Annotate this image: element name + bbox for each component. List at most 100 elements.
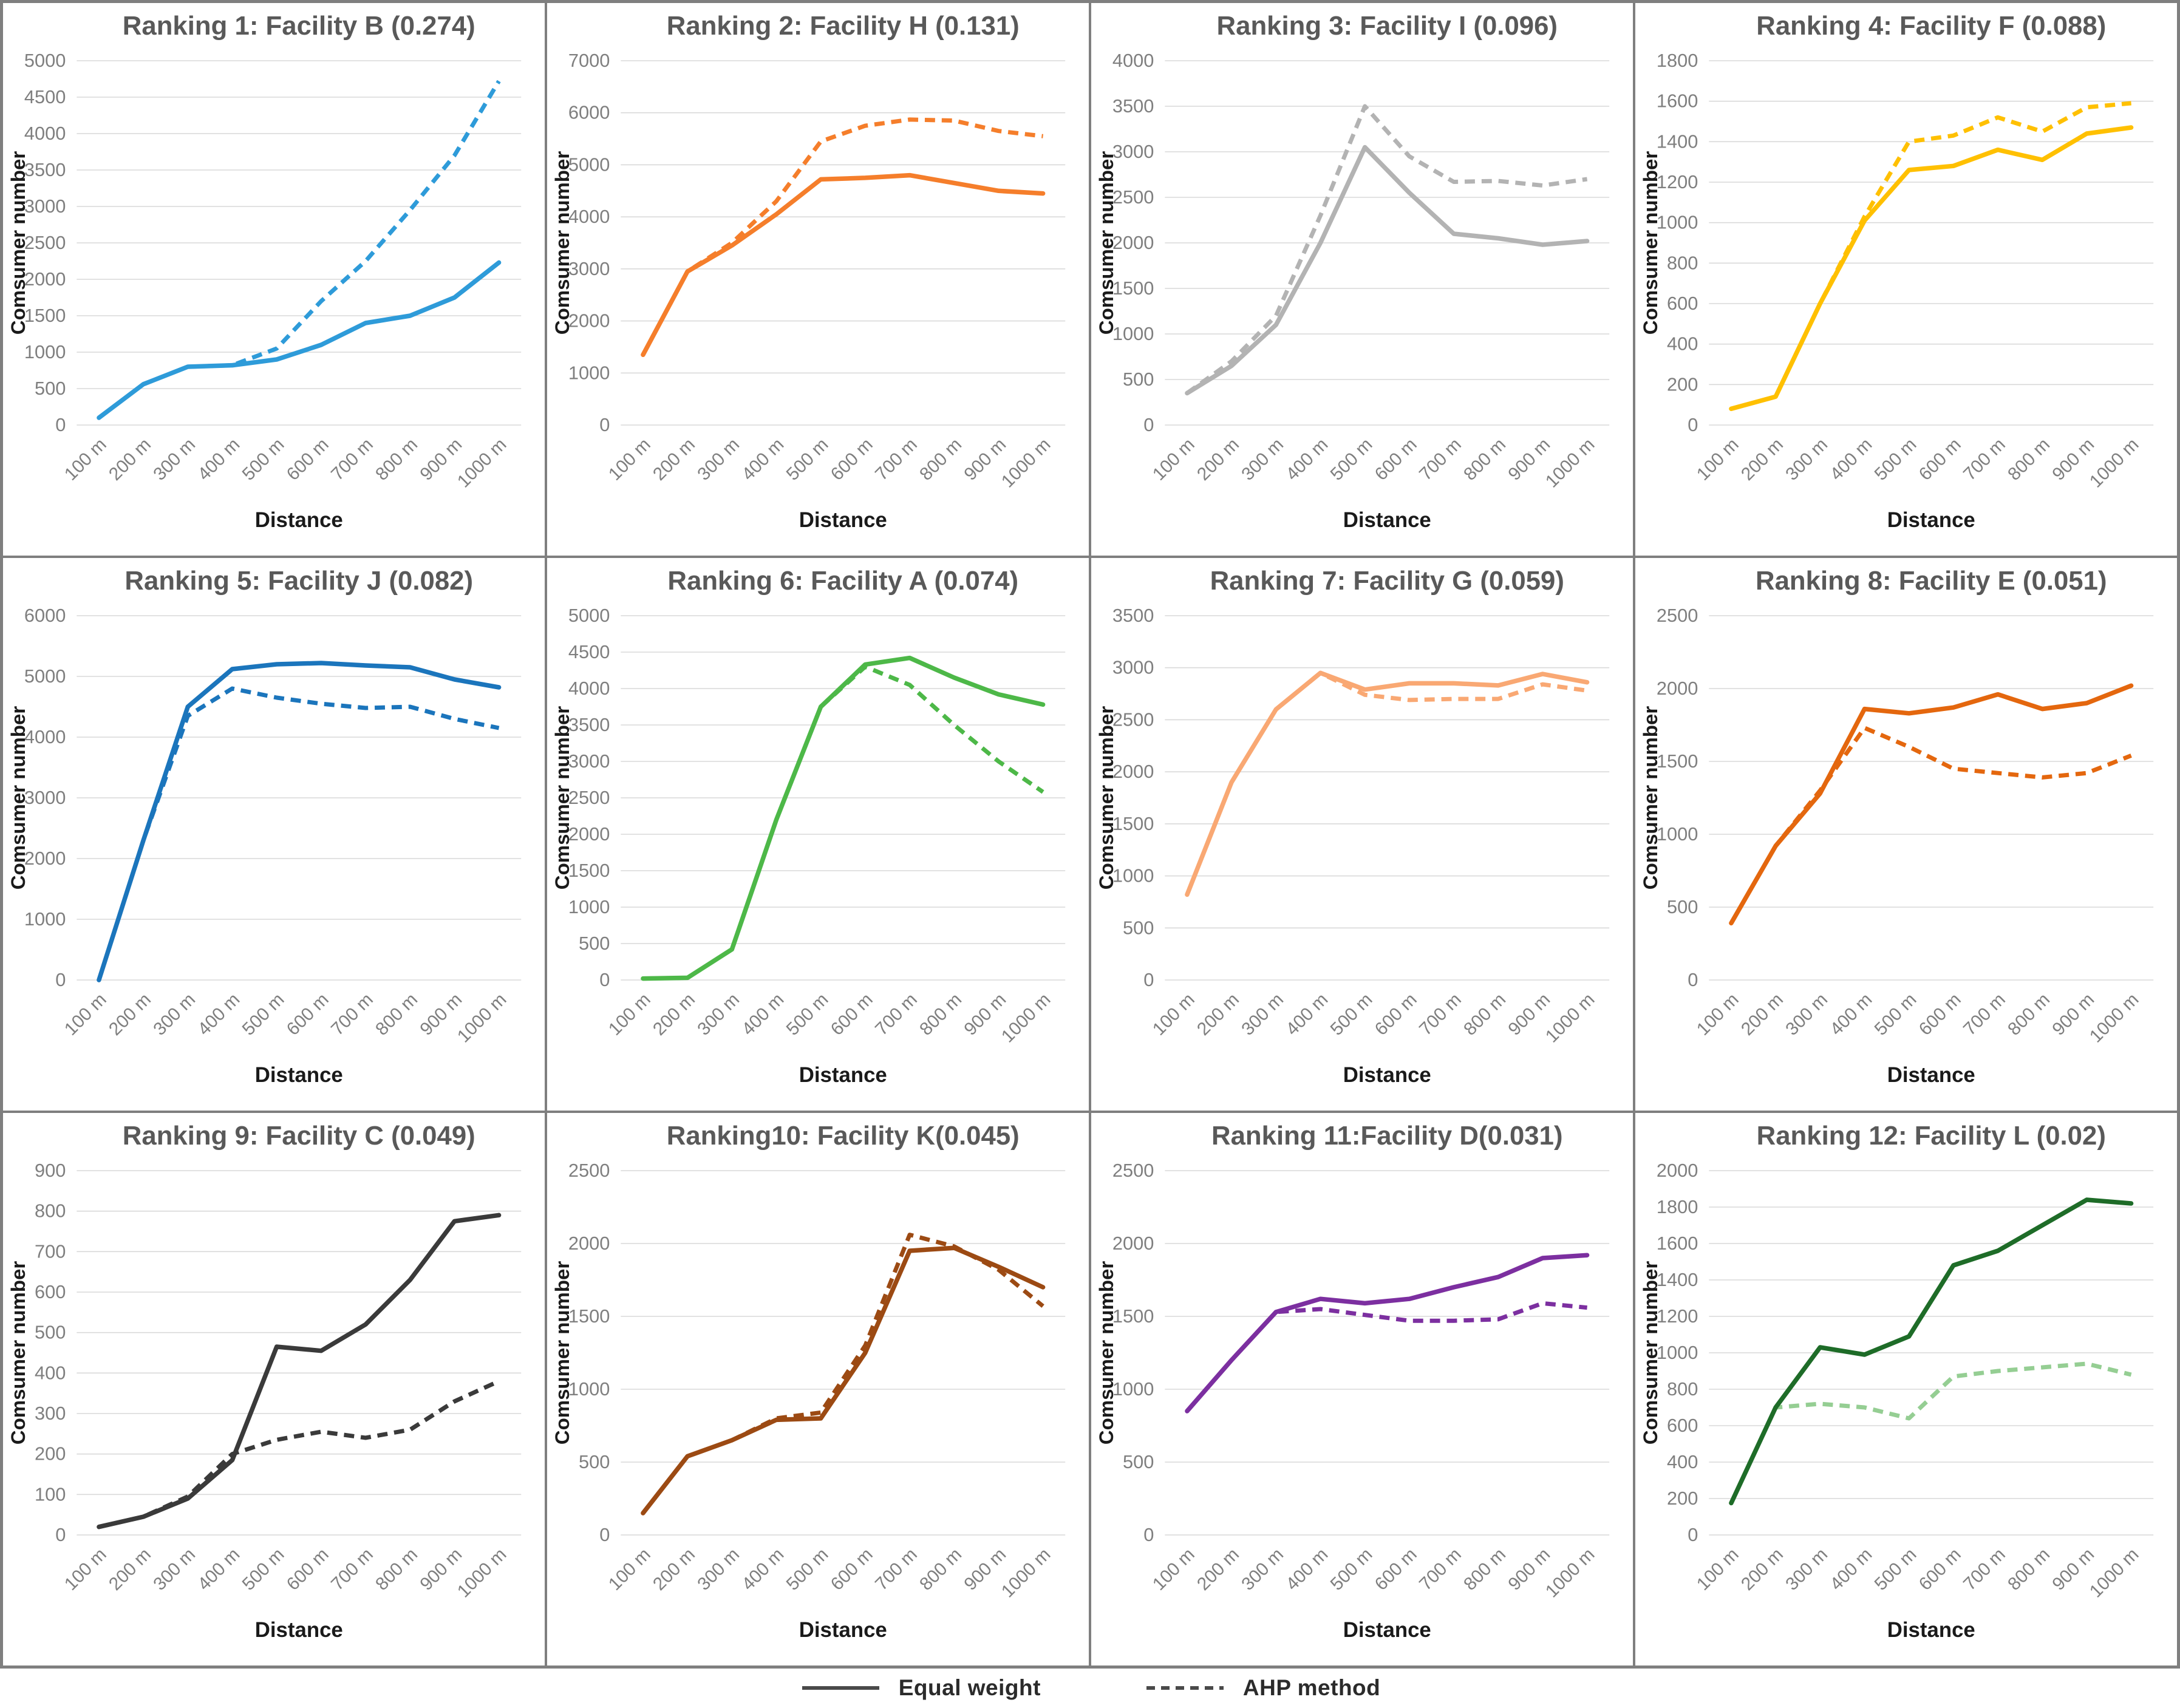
chart-title: Ranking 4: Facility F (0.088) <box>1756 11 2106 41</box>
y-axis-tick-label: 1200 <box>1657 171 1698 192</box>
line-chart: 0 500 1000 1500 2000 2500 Ranking 8: Facility … <box>1639 566 2154 1087</box>
y-axis-tick-label: 3000 <box>24 196 66 217</box>
y-axis-tick-label: 2500 <box>24 232 66 253</box>
y-axis-tick-label: 5000 <box>24 665 66 687</box>
x-axis-tick-label: 100 m <box>61 1545 111 1594</box>
y-axis-tick-label: 0 <box>55 1524 66 1545</box>
y-axis-tick-label: 5000 <box>24 50 66 71</box>
x-axis-tick-label: 500 m <box>1327 990 1377 1039</box>
y-axis-tick-label: 1200 <box>1657 1305 1698 1327</box>
equal-weight-line <box>1729 1197 2134 1506</box>
y-axis-tick-label: 2000 <box>24 848 66 869</box>
y-axis-tick-label: 3000 <box>1112 141 1154 162</box>
x-axis-tick-label: 100 m <box>1693 990 1743 1039</box>
x-axis-tick-label: 400 m <box>1826 435 1876 485</box>
equal-weight-line <box>641 1245 1046 1516</box>
x-axis-tick-label: 700 m <box>1415 435 1465 485</box>
y-axis-tick-label: 3500 <box>1112 95 1154 117</box>
x-axis-tick-label: 300 m <box>1238 990 1287 1039</box>
x-axis-tick-label: 800 m <box>916 435 966 485</box>
equal-weight-line <box>97 260 502 420</box>
x-axis-title: Distance <box>1887 508 1975 532</box>
chart-panel: 0 500 1000 1500 2000 2500 3000 3500 4000 4500 5000… <box>2 2 546 557</box>
equal-weight-line <box>641 172 1046 358</box>
y-axis-tick-label: 1000 <box>1112 323 1154 344</box>
y-axis-tick-label: 3500 <box>568 714 610 735</box>
y-axis-tick-label: 500 <box>1123 917 1154 938</box>
chart-title: Ranking 7: Facility G (0.059) <box>1210 566 1564 596</box>
y-axis-tick-label: 3000 <box>568 258 610 279</box>
x-axis-tick-label: 500 m <box>783 990 833 1039</box>
y-axis-title: Comsumer number <box>7 1261 29 1445</box>
y-axis-tick-label: 500 <box>1667 896 1698 917</box>
line-chart: 0 500 1000 1500 2000 2500 3000 3500 4000 4500 5000… <box>7 11 522 532</box>
y-axis-tick-label: 1600 <box>1657 90 1698 112</box>
x-axis-title: Distance <box>1887 1618 1975 1642</box>
x-axis-tick-label: 700 m <box>1415 1545 1465 1594</box>
y-axis-tick-label: 1000 <box>1112 865 1154 886</box>
y-axis-tick-label: 4500 <box>24 86 66 107</box>
x-axis-tick-label: 100 m <box>605 990 655 1039</box>
x-axis-tick-label: 200 m <box>1737 435 1787 485</box>
x-axis-tick-label: 1000 m <box>998 435 1055 492</box>
y-axis-tick-label: 400 <box>35 1362 66 1383</box>
x-axis-tick-label: 700 m <box>871 990 921 1039</box>
y-axis-tick-label: 1500 <box>1112 277 1154 299</box>
y-axis-tick-label: 2500 <box>1112 186 1154 208</box>
y-axis-tick-label: 7000 <box>568 50 610 71</box>
x-axis-tick-label: 400 m <box>1826 990 1876 1039</box>
equal-weight-line <box>97 1213 502 1529</box>
x-axis-title: Distance <box>255 1618 343 1642</box>
y-axis-tick-label: 2500 <box>1657 605 1698 626</box>
x-axis-tick-label: 700 m <box>1960 990 2009 1039</box>
y-axis-tick-label: 400 <box>1667 333 1698 355</box>
legend-item-equal-weight: Equal weight <box>800 1675 1041 1701</box>
y-axis-tick-label: 2000 <box>1112 232 1154 253</box>
chart-panel: 0 500 1000 1500 2000 2500 3000 3500 4000 4500 5000… <box>546 557 1090 1112</box>
x-axis-tick-label: 100 m <box>605 435 655 485</box>
y-axis-tick-label: 200 <box>1667 373 1698 395</box>
y-axis-title: Comsumer number <box>7 151 29 335</box>
x-axis-tick-label: 100 m <box>1149 435 1199 485</box>
x-axis-tick-label: 1000 m <box>1542 435 1599 492</box>
equal-weight-line <box>641 655 1046 981</box>
y-axis-tick-label: 2500 <box>1112 1160 1154 1181</box>
chart-title: Ranking 3: Facility I (0.096) <box>1217 11 1558 41</box>
x-axis-tick-label: 300 m <box>149 435 199 485</box>
y-axis-tick-label: 500 <box>579 1451 610 1472</box>
x-axis-tick-label: 500 m <box>783 1545 833 1594</box>
y-axis-tick-label: 1000 <box>568 362 610 383</box>
x-axis-tick-label: 500 m <box>1327 435 1377 485</box>
line-chart: 0 100 200 300 400 500 600 700 800 900 Ranking 9: F… <box>7 1121 522 1642</box>
chart-title: Ranking 9: Facility C (0.049) <box>123 1121 475 1151</box>
x-axis-title: Distance <box>799 1063 887 1087</box>
x-axis-tick-label: 100 m <box>61 435 111 485</box>
x-axis-tick-label: 500 m <box>1327 1545 1377 1594</box>
x-axis-tick-label: 700 m <box>1960 435 2009 485</box>
y-axis-tick-label: 500 <box>35 1322 66 1343</box>
x-axis-tick-label: 1000 m <box>1542 1545 1599 1602</box>
dashed-line-icon <box>1146 1686 1224 1690</box>
chart-title: Ranking 11:Facility D(0.031) <box>1211 1121 1563 1151</box>
x-axis-tick-label: 200 m <box>1737 1545 1787 1594</box>
x-axis-tick-label: 200 m <box>1193 1545 1243 1594</box>
chart-title: Ranking 6: Facility A (0.074) <box>667 566 1018 596</box>
y-axis-title: Comsumer number <box>551 706 573 890</box>
ahp-method-line <box>1185 670 1588 896</box>
y-axis-tick-label: 6000 <box>24 605 66 626</box>
y-axis-tick-label: 1500 <box>1112 813 1154 834</box>
x-axis-title: Distance <box>255 508 343 532</box>
x-axis-title: Distance <box>1887 1063 1975 1087</box>
x-axis-title: Distance <box>1343 1618 1431 1642</box>
x-axis-tick-label: 300 m <box>1782 435 1831 485</box>
y-axis-tick-label: 3500 <box>1112 605 1154 626</box>
x-axis-tick-label: 300 m <box>1782 1545 1831 1594</box>
y-axis-tick-label: 2000 <box>1657 678 1698 699</box>
y-axis-tick-label: 2000 <box>568 1233 610 1254</box>
y-axis-tick-label: 3000 <box>568 750 610 772</box>
line-chart: 0 500 1000 1500 2000 2500 3000 3500 Ranking 7: F… <box>1095 566 1610 1087</box>
y-axis-tick-label: 700 <box>35 1240 66 1262</box>
x-axis-tick-label: 600 m <box>283 990 333 1039</box>
y-axis-tick-label: 0 <box>1143 414 1154 435</box>
y-axis-tick-label: 1500 <box>568 860 610 881</box>
